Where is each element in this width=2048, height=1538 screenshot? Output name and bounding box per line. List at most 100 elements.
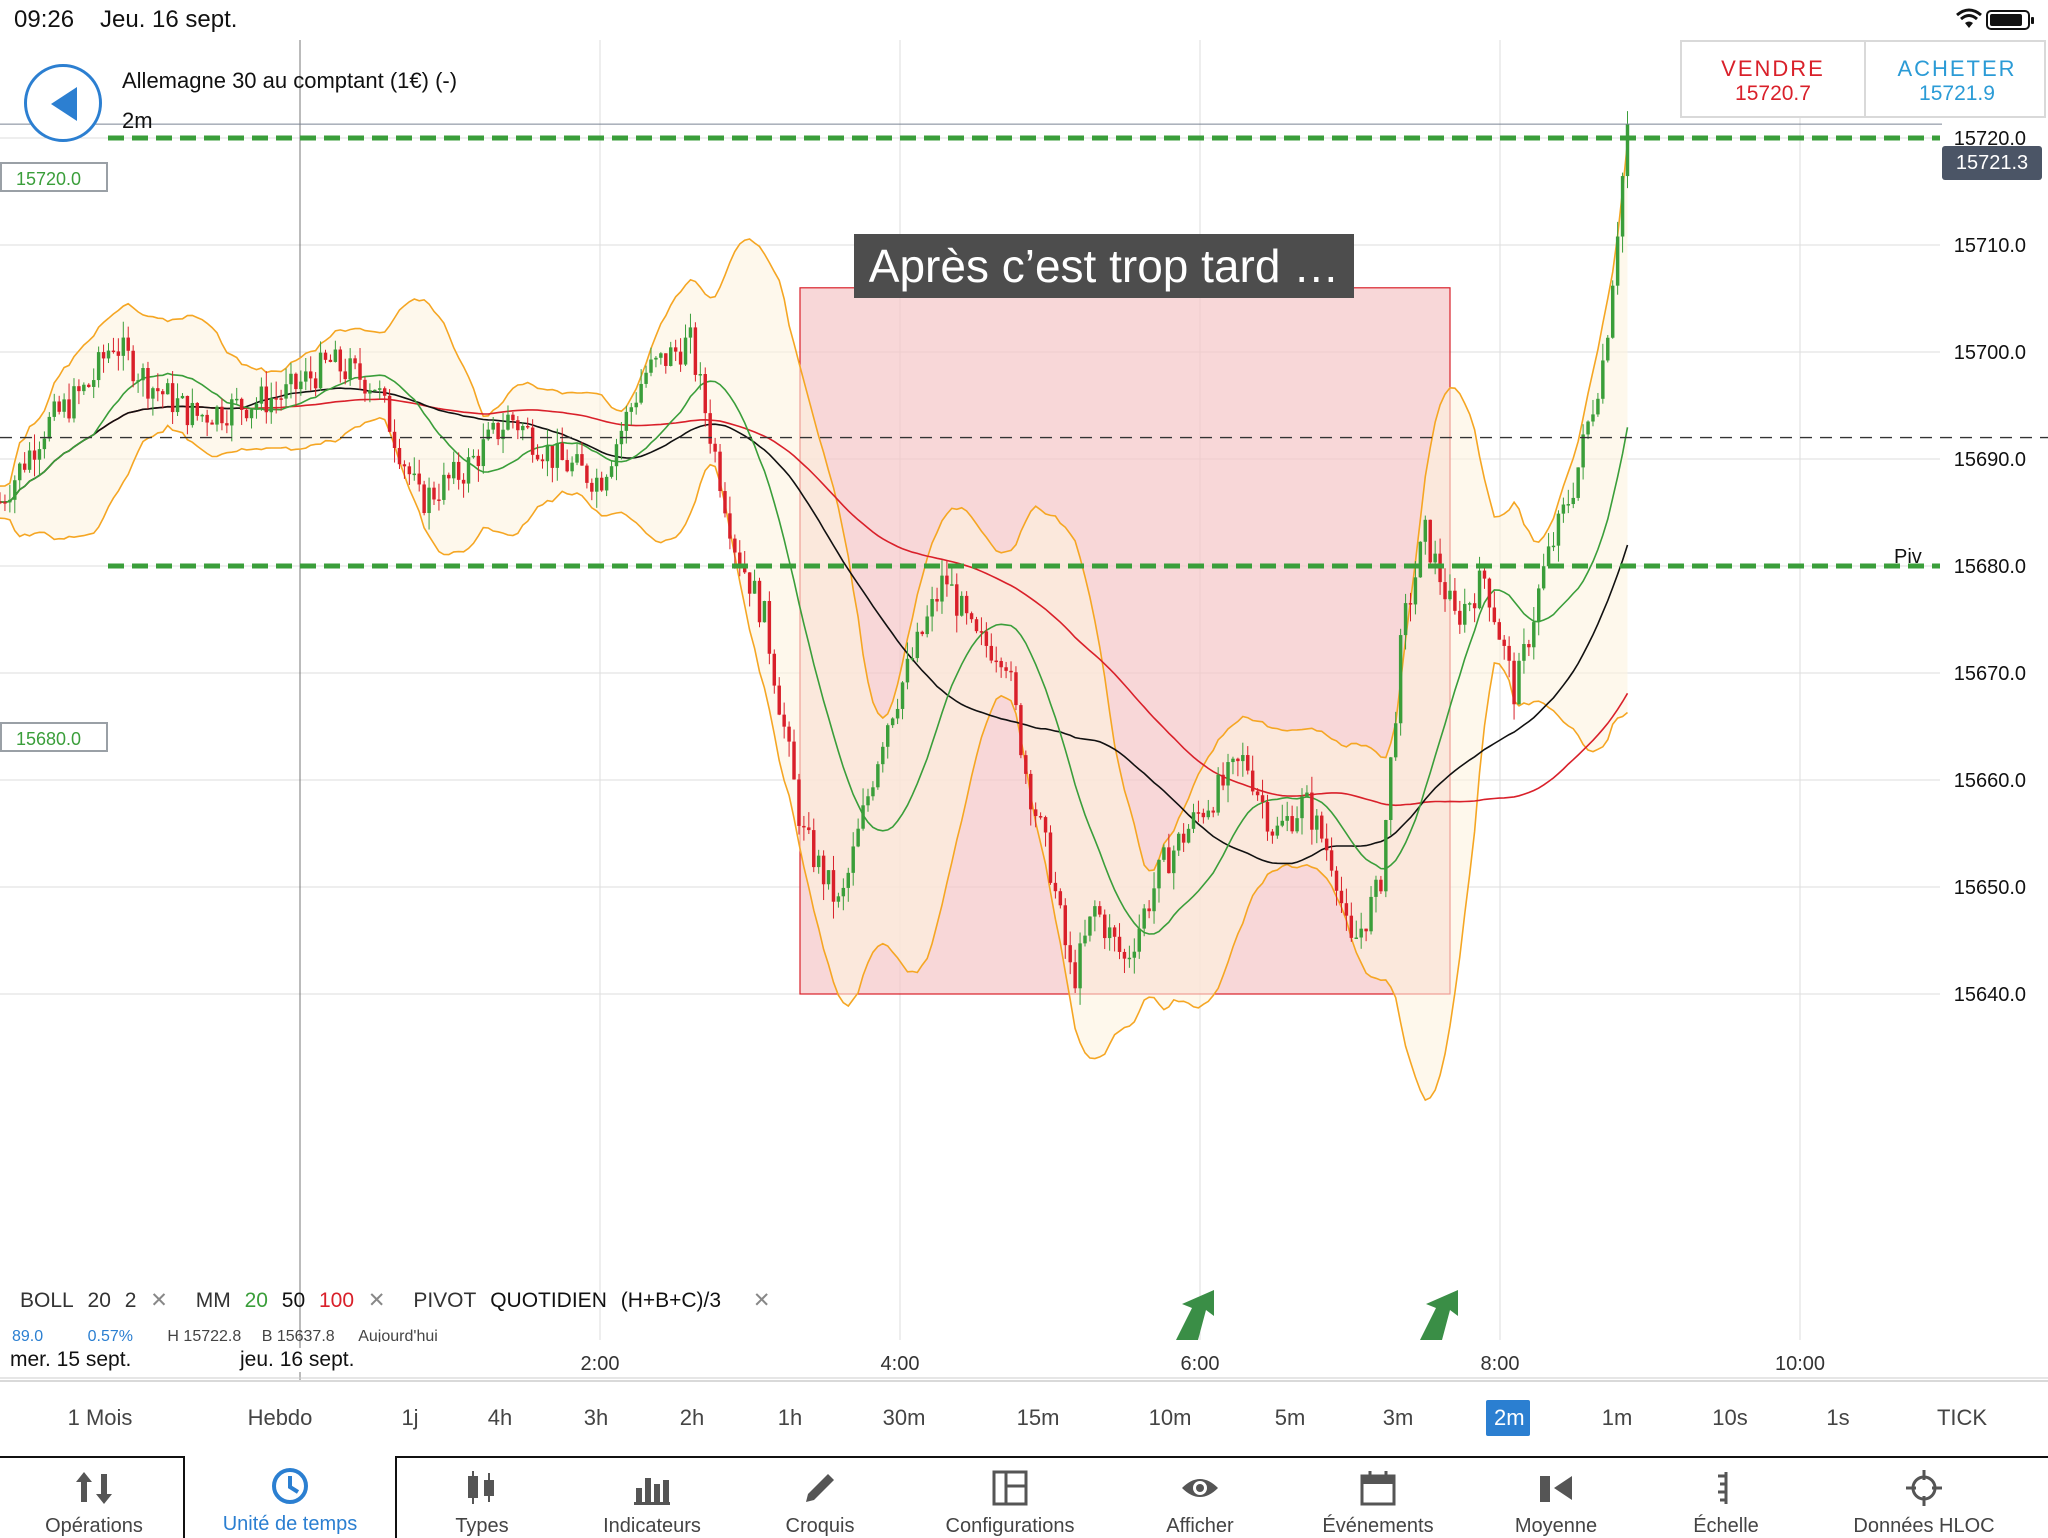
timeframe-15m[interactable]: 15m bbox=[1016, 1405, 1060, 1430]
candle-body bbox=[185, 395, 190, 426]
bar-chart-icon bbox=[634, 1478, 670, 1505]
candle-body bbox=[313, 378, 318, 389]
candle-body bbox=[654, 357, 658, 360]
candle-body bbox=[1211, 810, 1215, 813]
tab-opérations[interactable]: Opérations bbox=[4, 1458, 184, 1538]
candle-body bbox=[525, 425, 530, 428]
tab-indicateurs[interactable]: Indicateurs bbox=[562, 1458, 742, 1538]
mm-slow: 100 bbox=[318, 1289, 355, 1312]
candle-body bbox=[1024, 755, 1028, 774]
timeframe-1s[interactable]: 1s bbox=[1826, 1405, 1850, 1430]
candle-body bbox=[1354, 937, 1358, 940]
level-label-high[interactable]: 15720.0 bbox=[0, 162, 108, 192]
tab-label: Unité de temps bbox=[222, 1513, 358, 1535]
chart-annotation[interactable]: Après c’est trop tard … bbox=[854, 234, 1354, 298]
tab-échelle[interactable]: Échelle bbox=[1636, 1458, 1816, 1538]
timeframe-1m[interactable]: 1m bbox=[1601, 1405, 1633, 1430]
timeframe-5m[interactable]: 5m bbox=[1274, 1405, 1306, 1430]
calendar-icon bbox=[1360, 1471, 1396, 1506]
timeframe-10s[interactable]: 10s bbox=[1712, 1405, 1748, 1430]
candle-body bbox=[940, 575, 944, 602]
candle-body bbox=[624, 411, 629, 431]
candle-body bbox=[639, 383, 643, 403]
instrument-name: Allemagne 30 au comptant (1€) (-) bbox=[122, 68, 458, 93]
timeframe-30m[interactable]: 30m bbox=[882, 1405, 926, 1430]
timeframe-1h[interactable]: 1h bbox=[777, 1405, 803, 1430]
y-tick-label: 15650.0 bbox=[1954, 877, 2026, 899]
candle-body bbox=[816, 855, 821, 868]
candle-body bbox=[254, 403, 259, 410]
candle-body bbox=[1610, 285, 1615, 338]
candle-body bbox=[1329, 850, 1334, 871]
candle-body bbox=[959, 595, 964, 616]
candle-body bbox=[1463, 603, 1467, 625]
remove-boll-icon[interactable]: ✕ bbox=[150, 1289, 168, 1312]
candle-body bbox=[1241, 755, 1245, 762]
candle-body bbox=[673, 347, 678, 352]
sell-price: 15720.7 bbox=[1735, 82, 1811, 105]
candle-body bbox=[767, 601, 772, 654]
candle-body bbox=[101, 352, 106, 359]
tab-types[interactable]: Types bbox=[392, 1458, 572, 1538]
tab-événements[interactable]: Événements bbox=[1288, 1458, 1468, 1538]
tab-configurations[interactable]: Configurations bbox=[920, 1458, 1100, 1538]
candle-body bbox=[412, 473, 416, 476]
candle-body bbox=[935, 598, 939, 602]
level-label-low[interactable]: 15680.0 bbox=[0, 722, 108, 752]
candle-body bbox=[165, 383, 170, 395]
candle-body bbox=[890, 718, 895, 726]
candle-body bbox=[925, 616, 929, 635]
tab-données-hloc[interactable]: Données HLOC bbox=[1834, 1458, 2014, 1538]
candle-body bbox=[1615, 236, 1620, 286]
timeframe-4h[interactable]: 4h bbox=[487, 1405, 513, 1430]
sub-today: Aujourd'hui bbox=[358, 1328, 438, 1342]
candle-body bbox=[1117, 936, 1122, 952]
candle-body bbox=[1532, 622, 1536, 648]
timeframe-tick[interactable]: TICK bbox=[1936, 1405, 1988, 1430]
candle-body bbox=[121, 337, 126, 356]
candle-body bbox=[456, 461, 461, 480]
candle-body bbox=[950, 584, 954, 586]
timeframe-hebdo[interactable]: Hebdo bbox=[247, 1405, 313, 1430]
candle-body bbox=[974, 619, 979, 632]
sell-button[interactable]: VENDRE 15720.7 bbox=[1682, 42, 1866, 116]
candle-body bbox=[422, 484, 426, 514]
timeframe-10m[interactable]: 10m bbox=[1148, 1405, 1192, 1430]
tab-croquis[interactable]: Croquis bbox=[730, 1458, 910, 1538]
candle-body bbox=[87, 384, 91, 387]
candle-body bbox=[1458, 610, 1462, 625]
tab-afficher[interactable]: Afficher bbox=[1110, 1458, 1290, 1538]
candle-body bbox=[156, 388, 160, 392]
candle-body bbox=[402, 464, 407, 467]
timeframe-3h[interactable]: 3h bbox=[583, 1405, 609, 1430]
timeframe-1j[interactable]: 1j bbox=[401, 1405, 419, 1430]
price-chart[interactable]: 15640.0 15650.0 15660.0 15670.0 15680.0 15690… bbox=[0, 40, 2048, 1380]
candle-body bbox=[417, 473, 421, 485]
buy-button[interactable]: ACHETER 15721.9 bbox=[1866, 42, 2048, 116]
candle-body bbox=[1487, 578, 1492, 608]
remove-pivot-icon[interactable]: ✕ bbox=[752, 1289, 771, 1312]
sort-arrows-icon bbox=[76, 1472, 112, 1504]
candle-body bbox=[146, 368, 150, 399]
candle-body bbox=[1162, 847, 1166, 860]
timeframe-3m[interactable]: 3m bbox=[1382, 1405, 1414, 1430]
timeframe-1-mois[interactable]: 1 Mois bbox=[67, 1405, 133, 1430]
back-button[interactable] bbox=[24, 64, 102, 142]
candle-body bbox=[1068, 945, 1072, 963]
timeframe-2m[interactable]: 2m bbox=[1486, 1400, 1530, 1436]
remove-mm-icon[interactable]: ✕ bbox=[367, 1289, 386, 1312]
tab-unité-de-temps[interactable]: Unité de temps bbox=[183, 1456, 397, 1538]
candle-body bbox=[1546, 546, 1551, 567]
candle-body bbox=[649, 359, 653, 373]
buy-price: 15721.9 bbox=[1919, 82, 1995, 105]
timeframe-2h[interactable]: 2h bbox=[679, 1405, 705, 1430]
candle-body bbox=[358, 363, 362, 380]
candle-body bbox=[387, 395, 392, 432]
candle-body bbox=[831, 870, 836, 902]
candle-body bbox=[792, 741, 796, 780]
candle-body bbox=[1517, 660, 1521, 705]
candle-body bbox=[1512, 660, 1516, 705]
candle-body bbox=[67, 399, 71, 419]
tab-moyenne[interactable]: Moyenne bbox=[1466, 1458, 1646, 1538]
candle-body bbox=[244, 409, 249, 419]
